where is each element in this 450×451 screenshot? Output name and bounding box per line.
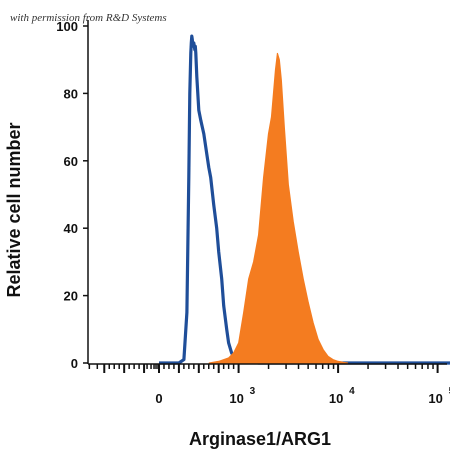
svg-text:5: 5	[449, 386, 450, 397]
axes-layer	[83, 20, 447, 373]
x-tick-labels: 0 10 3 10 4 10 5	[155, 386, 450, 406]
x-tick-label: 10 4	[329, 386, 355, 406]
y-tick-label: 0	[71, 356, 78, 371]
svg-text:10: 10	[428, 391, 442, 406]
x-axis-label: Arginase1/ARG1	[189, 429, 331, 449]
stained-histogram-fill	[208, 52, 349, 364]
series-layer	[159, 34, 450, 365]
y-tick-label: 40	[64, 221, 78, 236]
x-tick-label: 0	[155, 391, 162, 406]
x-tick-label: 10 5	[428, 386, 450, 406]
svg-text:10: 10	[329, 391, 343, 406]
y-tick-label: 100	[56, 19, 78, 34]
y-axis-label: Relative cell number	[4, 122, 24, 297]
watermark: with permission from R&D Systems	[10, 12, 167, 24]
svg-text:10: 10	[229, 391, 243, 406]
y-tick-label: 60	[64, 154, 78, 169]
y-tick-label: 80	[64, 86, 78, 101]
y-tick-labels: 0 20 40 60 80 100	[56, 19, 78, 371]
svg-text:4: 4	[349, 386, 355, 397]
svg-text:3: 3	[250, 386, 256, 397]
y-tick-label: 20	[64, 289, 78, 304]
x-tick-label: 10 3	[229, 386, 255, 406]
svg-text:0: 0	[155, 391, 162, 406]
